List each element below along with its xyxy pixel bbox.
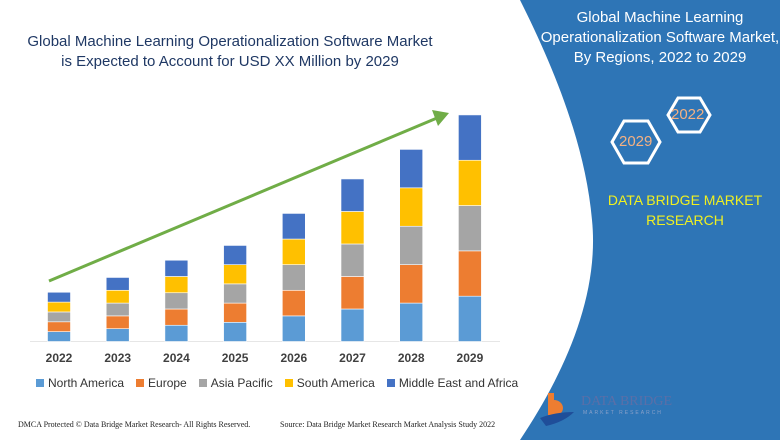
- legend-label: South America: [296, 376, 375, 390]
- bar-segment: [340, 243, 365, 277]
- legend-swatch: [136, 379, 145, 387]
- bar-segment: [105, 315, 130, 329]
- bar-segment: [164, 259, 189, 277]
- bar-segment: [340, 211, 365, 245]
- bar-segment: [223, 283, 247, 304]
- logo-subtext: MARKET RESEARCH: [583, 410, 663, 416]
- legend-swatch: [198, 379, 207, 387]
- bars: [47, 114, 482, 342]
- bar-segment: [458, 295, 482, 342]
- logo-text: DATA BRIDGE: [581, 394, 673, 409]
- legend-swatch: [36, 379, 44, 387]
- bar-segment: [458, 250, 482, 297]
- bar-segment: [399, 302, 424, 342]
- bar-segment: [105, 277, 130, 291]
- bar-segment: [47, 291, 71, 303]
- bar-segment: [47, 311, 71, 323]
- bar-segment: [164, 276, 189, 294]
- legend-label: Asia Pacific: [210, 376, 273, 390]
- chart-title: Global Machine Learning Operationalizati…: [27, 33, 433, 70]
- bar-segment: [164, 292, 189, 310]
- bar-segment: [164, 308, 189, 326]
- bar-segment: [223, 264, 247, 285]
- x-tick-label: 2024: [163, 351, 190, 365]
- x-tick-label: 2023: [104, 351, 131, 365]
- bar-segment: [105, 302, 130, 317]
- legend: North America Europe Asia Pacific South …: [36, 376, 518, 390]
- legend-item: Middle East and Africa: [386, 376, 519, 390]
- trend-arrow: [48, 110, 449, 283]
- bar-segment: [458, 114, 482, 161]
- bar-segment: [340, 276, 365, 310]
- x-tick-label: 2022: [46, 351, 73, 365]
- side-panel: [520, 0, 780, 440]
- bar-segment: [281, 264, 306, 291]
- x-tick-label: 2028: [398, 351, 425, 365]
- hex-2022-label: 2022: [671, 106, 705, 123]
- hex-2029-label: 2029: [619, 133, 653, 150]
- legend-item: North America: [36, 376, 124, 390]
- bar-segment: [399, 187, 424, 227]
- bar-segment: [458, 205, 482, 252]
- bar-segment: [164, 324, 189, 342]
- legend-item: Europe: [136, 376, 187, 390]
- bar-segment: [281, 213, 306, 240]
- x-tick-label: 2027: [339, 351, 366, 365]
- bar-segment: [281, 238, 306, 265]
- bar-segment: [340, 178, 365, 212]
- bar-segment: [47, 321, 71, 332]
- legend-label: Europe: [148, 376, 187, 390]
- bar-segment: [223, 321, 247, 342]
- bar-segment: [47, 301, 71, 313]
- bar-segment: [105, 328, 130, 342]
- bar-segment: [105, 289, 130, 304]
- bar-segment: [340, 308, 365, 342]
- legend-swatch: [284, 379, 293, 387]
- legend-label: Middle East and Africa: [398, 376, 519, 390]
- legend-label: North America: [48, 376, 125, 390]
- hex-2022-icon: [666, 96, 712, 134]
- bar-segment: [281, 289, 306, 317]
- hex-2029-icon: [610, 119, 662, 165]
- x-tick-label: 2029: [457, 351, 484, 365]
- bar-segment: [458, 159, 482, 206]
- bar-segment: [223, 245, 247, 265]
- bar-segment: [399, 149, 424, 189]
- legend-swatch: [386, 379, 395, 387]
- bar-segment: [223, 302, 247, 323]
- bar-segment: [399, 225, 424, 265]
- footer-source: Source: Data Bridge Market Research Mark…: [280, 420, 496, 429]
- legend-item: South America: [284, 376, 375, 390]
- bar-segment: [281, 315, 306, 342]
- x-tick-label: 2026: [280, 351, 307, 365]
- x-tick-label: 2025: [222, 351, 249, 365]
- bar-segment: [399, 264, 424, 304]
- footer-copyright: DMCA Protected © Data Bridge Market Rese…: [18, 420, 251, 429]
- side-panel-title: Global Machine Learning Operationalizati…: [540, 9, 780, 66]
- brand-text: DATA BRIDGE MARKET RESEARCH: [607, 192, 763, 228]
- x-axis: 2022 2023 2024 2025 2026 2027 2028 2029: [46, 351, 484, 365]
- logo-icon: [540, 393, 574, 426]
- bar-segment: [47, 331, 71, 342]
- legend-item: Asia Pacific: [198, 376, 273, 390]
- hex-icons: [610, 96, 712, 165]
